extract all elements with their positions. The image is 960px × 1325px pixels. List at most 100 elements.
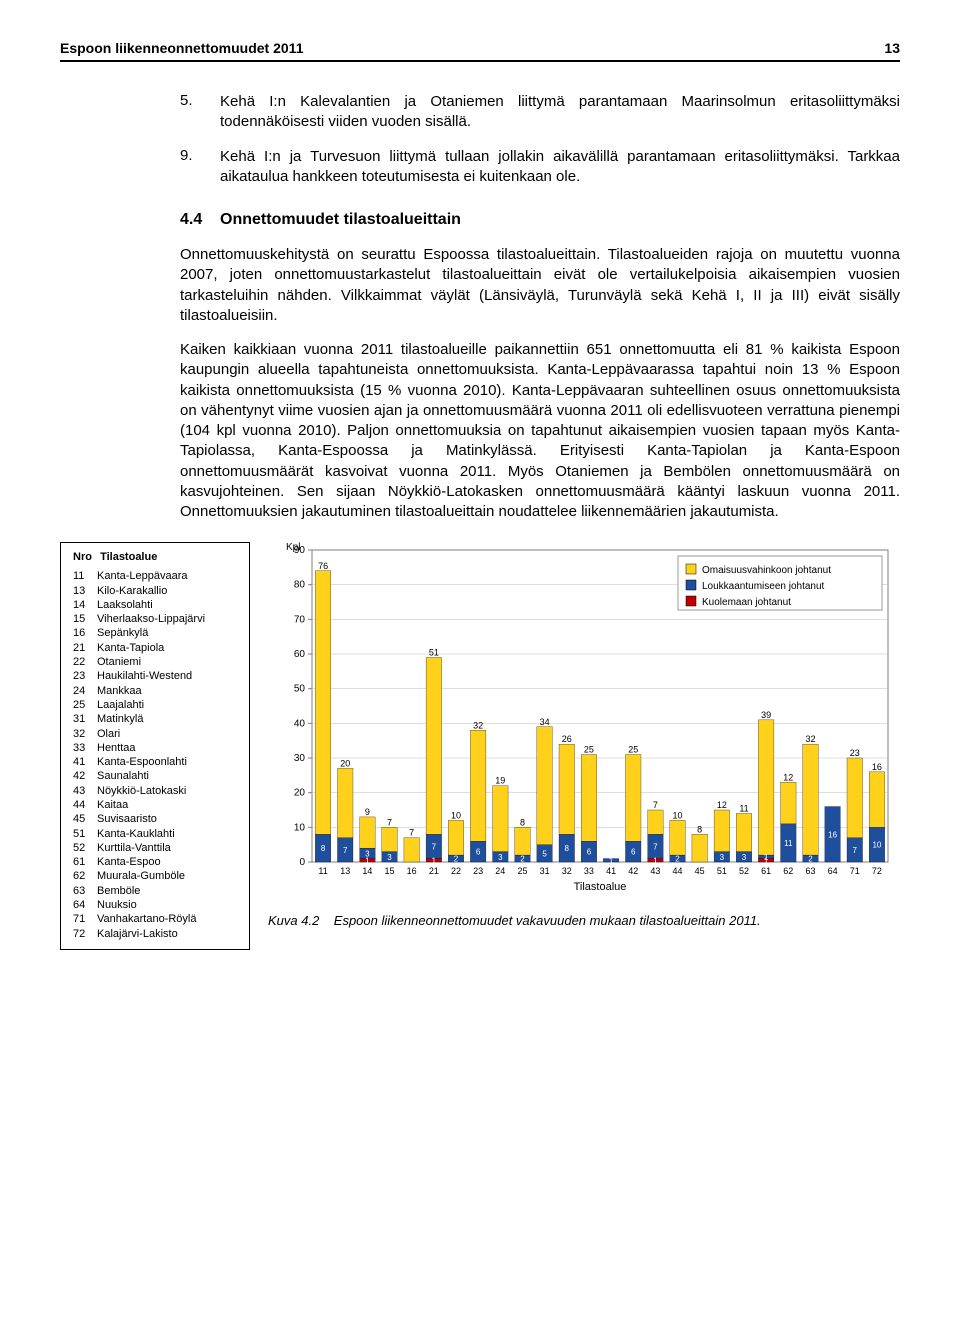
svg-text:34: 34 (540, 717, 550, 727)
district-row: 25Laajalahti (73, 698, 237, 712)
district-name: Kilo-Karakallio (97, 584, 167, 598)
svg-text:71: 71 (850, 866, 860, 876)
district-name: Viherlaakso-Lippajärvi (97, 612, 205, 626)
district-nro: 51 (73, 827, 97, 841)
svg-text:51: 51 (717, 866, 727, 876)
district-name: Kanta-Leppävaara (97, 569, 188, 583)
svg-text:Loukkaantumiseen johtanut: Loukkaantumiseen johtanut (702, 581, 825, 592)
svg-text:50: 50 (294, 684, 306, 695)
district-row: 33Henttaa (73, 741, 237, 755)
svg-text:7: 7 (387, 818, 392, 828)
district-name: Vanhakartano-Röylä (97, 912, 196, 926)
district-row: 44Kaitaa (73, 798, 237, 812)
district-row: 62Muurala-Gumböle (73, 869, 237, 883)
district-nro: 24 (73, 684, 97, 698)
svg-text:6: 6 (476, 848, 481, 857)
district-name: Kalajärvi-Lakisto (97, 927, 178, 941)
district-row: 71Vanhakartano-Röylä (73, 912, 237, 926)
chart-container: 0102030405060708090Kpl876117201313914371… (268, 542, 900, 950)
district-name: Saunalahti (97, 769, 149, 783)
district-nro: 21 (73, 641, 97, 655)
district-nro: 71 (73, 912, 97, 926)
district-nro: 44 (73, 798, 97, 812)
svg-text:12: 12 (783, 773, 793, 783)
svg-text:44: 44 (673, 866, 683, 876)
svg-text:0: 0 (299, 857, 305, 868)
district-row: 72Kalajärvi-Lakisto (73, 927, 237, 941)
svg-text:11: 11 (739, 804, 748, 814)
svg-text:33: 33 (584, 866, 594, 876)
svg-text:1: 1 (764, 853, 769, 862)
district-row: 14Laaksolahti (73, 598, 237, 612)
district-row: 15Viherlaakso-Lippajärvi (73, 612, 237, 626)
district-row: 45Suvisaaristo (73, 812, 237, 826)
district-row: 64Nuuksio (73, 898, 237, 912)
district-name: Olari (97, 727, 120, 741)
district-nro: 23 (73, 669, 97, 683)
district-row: 24Mankkaa (73, 684, 237, 698)
svg-text:3: 3 (365, 850, 370, 859)
list-text: Kehä I:n Kalevalantien ja Otaniemen liit… (220, 92, 900, 133)
svg-text:72: 72 (872, 866, 882, 876)
svg-text:Tilastoalue: Tilastoalue (574, 881, 627, 893)
svg-text:Kuolemaan johtanut: Kuolemaan johtanut (702, 597, 791, 608)
district-name: Kaitaa (97, 798, 128, 812)
svg-text:1: 1 (432, 857, 437, 866)
svg-text:11: 11 (784, 839, 793, 848)
district-name: Muurala-Gumböle (97, 869, 185, 883)
svg-text:2: 2 (454, 855, 459, 864)
district-row: 13Kilo-Karakallio (73, 584, 237, 598)
svg-text:11: 11 (318, 866, 327, 876)
district-nro: 45 (73, 812, 97, 826)
svg-text:Omaisuusvahinkoon johtanut: Omaisuusvahinkoon johtanut (702, 565, 831, 576)
district-row: 22Otaniemi (73, 655, 237, 669)
svg-text:1: 1 (609, 857, 614, 866)
svg-text:62: 62 (783, 866, 793, 876)
district-row: 61Kanta-Espoo (73, 855, 237, 869)
district-nro: 25 (73, 698, 97, 712)
district-nro: 14 (73, 598, 97, 612)
svg-text:10: 10 (872, 841, 881, 850)
svg-text:22: 22 (451, 866, 461, 876)
caption-text: Espoon liikenneonnettomuudet vakavuuden … (334, 913, 761, 928)
section-heading: 4.4 Onnettomuudet tilastoalueittain (180, 211, 900, 229)
svg-text:7: 7 (343, 846, 348, 855)
svg-text:6: 6 (587, 848, 592, 857)
district-nro: 32 (73, 727, 97, 741)
svg-text:61: 61 (761, 866, 771, 876)
district-name: Sepänkylä (97, 626, 148, 640)
svg-text:3: 3 (498, 853, 503, 862)
svg-text:8: 8 (520, 818, 525, 828)
district-row: 32Olari (73, 727, 237, 741)
district-nro: 11 (73, 569, 97, 583)
district-name: Suvisaaristo (97, 812, 157, 826)
svg-text:15: 15 (385, 866, 395, 876)
district-nro: 43 (73, 784, 97, 798)
svg-text:12: 12 (717, 800, 727, 810)
svg-text:7: 7 (853, 846, 858, 855)
districts-header: Nro Tilastoalue (73, 551, 237, 563)
svg-text:26: 26 (562, 734, 572, 744)
list-item: 9. Kehä I:n ja Turvesuon liittymä tullaa… (180, 147, 900, 188)
list-num: 9. (180, 147, 220, 188)
svg-text:3: 3 (720, 853, 725, 862)
svg-text:9: 9 (365, 807, 370, 817)
district-row: 23Haukilahti-Westend (73, 669, 237, 683)
district-row: 63Bemböle (73, 884, 237, 898)
district-nro: 41 (73, 755, 97, 769)
district-nro: 13 (73, 584, 97, 598)
numbered-list: 5. Kehä I:n Kalevalantien ja Otaniemen l… (180, 92, 900, 187)
district-name: Kanta-Espoo (97, 855, 161, 869)
paragraph: Kaiken kaikkiaan vuonna 2011 tilastoalue… (180, 340, 900, 522)
district-nro: 22 (73, 655, 97, 669)
svg-text:41: 41 (606, 866, 616, 876)
doc-title: Espoon liikenneonnettomuudet 2011 (60, 40, 303, 56)
figure-caption: Kuva 4.2 Espoon liikenneonnettomuudet va… (268, 913, 900, 928)
svg-text:10: 10 (294, 823, 306, 834)
col-nro: Nro (73, 551, 97, 563)
district-name: Haukilahti-Westend (97, 669, 192, 683)
svg-text:20: 20 (340, 759, 350, 769)
district-name: Laaksolahti (97, 598, 153, 612)
svg-text:31: 31 (540, 866, 550, 876)
svg-text:16: 16 (828, 831, 837, 840)
